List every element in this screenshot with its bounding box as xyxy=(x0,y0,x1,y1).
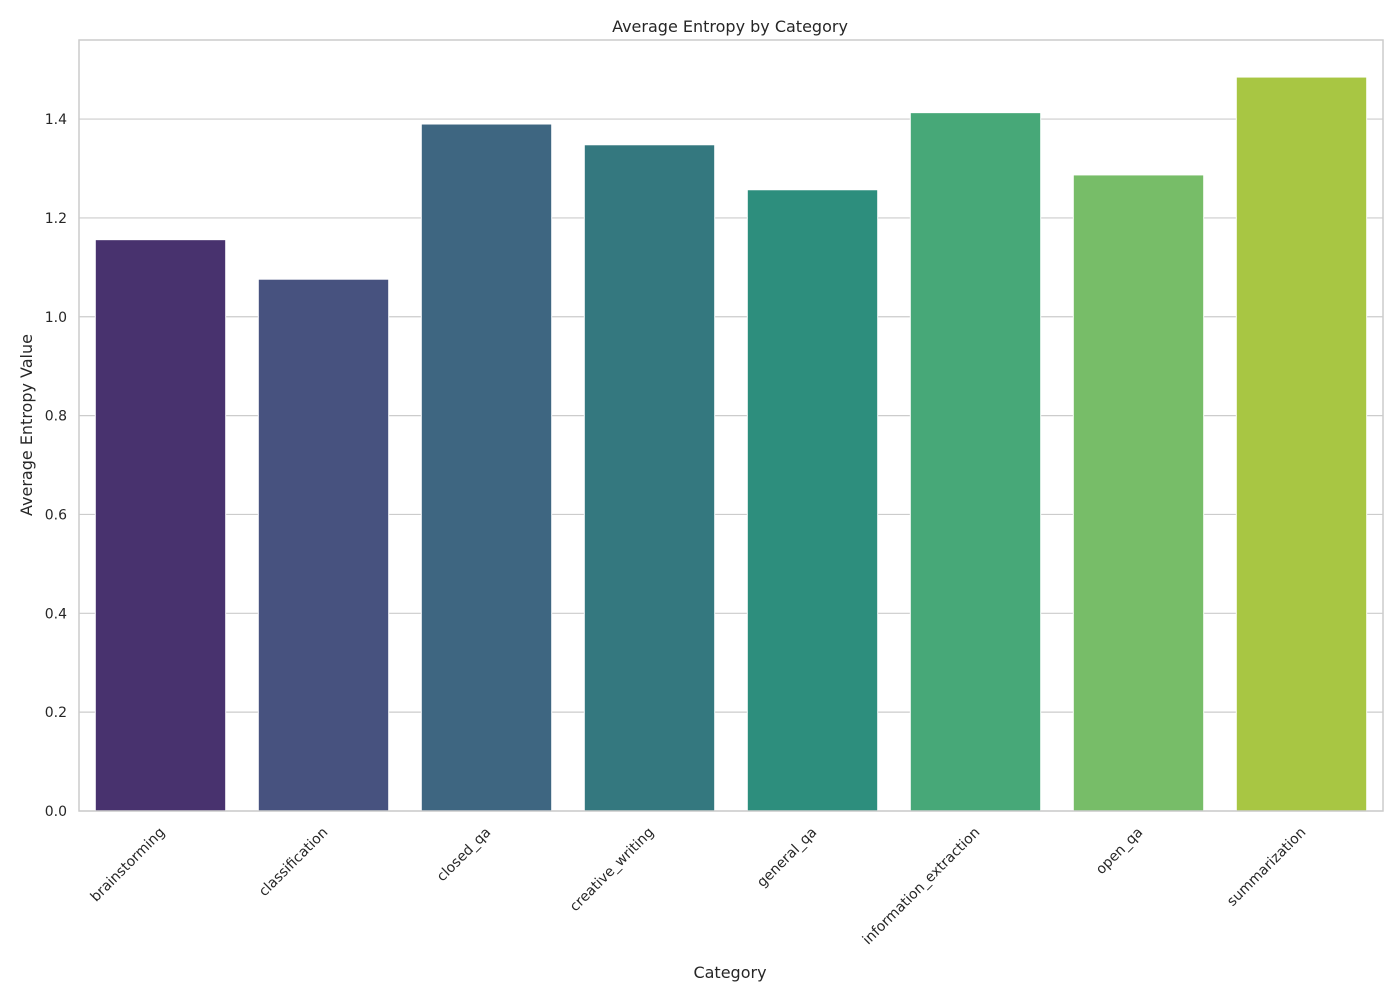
bars xyxy=(94,76,1368,812)
y-tick-labels: 0.0 0.2 0.4 0.6 0.8 1.0 1.2 1.4 xyxy=(45,112,67,820)
y-tick-label: 1.0 xyxy=(45,310,67,326)
bar-brainstorming xyxy=(94,239,227,812)
y-tick-label: 0.0 xyxy=(45,804,67,820)
x-tick-label: classification xyxy=(256,825,331,900)
plot-frame xyxy=(78,39,1384,812)
x-tick-label: open_qa xyxy=(1093,825,1146,878)
y-axis-title: Average Entropy Value xyxy=(17,334,36,516)
bar-classification xyxy=(257,278,390,812)
chart-title: Average Entropy by Category xyxy=(612,17,848,36)
x-tick-label: brainstorming xyxy=(88,825,169,906)
y-tick-label: 1.2 xyxy=(45,211,67,227)
x-tick-label: summarization xyxy=(1224,825,1309,910)
bar-summarization xyxy=(1235,76,1368,812)
y-tick-label: 0.2 xyxy=(45,705,67,721)
bar-open-qa xyxy=(1072,174,1205,812)
x-tick-label: creative_writing xyxy=(567,825,657,915)
bar-general-qa xyxy=(746,189,879,812)
x-tick-label: closed_qa xyxy=(434,825,494,885)
x-axis-title: Category xyxy=(693,963,766,982)
y-tick-label: 0.8 xyxy=(45,409,67,425)
bar-information-extraction xyxy=(909,112,1042,812)
bar-creative-writing xyxy=(583,144,716,812)
x-tick-label: information_extraction xyxy=(860,825,984,949)
y-tick-label: 0.6 xyxy=(45,507,67,523)
y-tick-label: 1.4 xyxy=(45,112,67,128)
x-tick-label: general_qa xyxy=(754,825,820,891)
y-tick-label: 0.4 xyxy=(45,606,67,622)
x-tick-labels: brainstorming classification closed_qa crea… xyxy=(88,825,1310,949)
bar-closed-qa xyxy=(420,123,553,812)
